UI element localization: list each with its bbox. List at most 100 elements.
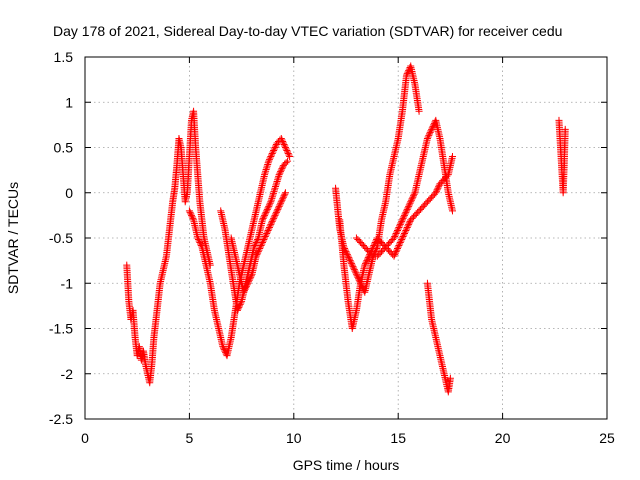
data-point [250,243,258,251]
data-point [396,240,404,248]
data-point [246,275,254,283]
data-point [369,243,377,251]
data-point [404,222,412,230]
data-point [352,269,360,277]
data-point [252,252,260,260]
data-point [267,220,275,228]
x-tick-label: 10 [286,430,302,446]
data-point [391,249,399,257]
data-point [260,213,268,221]
data-point [268,193,276,201]
data-point [241,285,249,293]
data-point [271,211,279,219]
data-point [276,169,284,177]
data-point [400,231,408,239]
data-point [423,134,431,142]
data-point [277,166,285,174]
data-point [390,234,398,242]
x-axis-label: GPS time / hours [293,457,400,473]
y-tick-label: -2.5 [49,411,73,427]
data-point [405,202,413,210]
data-point [279,195,287,203]
data-point [408,195,416,203]
data-point [253,237,261,245]
data-point [403,223,411,231]
data-point [391,232,399,240]
data-point [270,188,278,196]
data-point [270,213,278,221]
data-point [274,174,282,182]
data-point [393,228,401,236]
data-point [392,229,400,237]
data-point [273,207,281,215]
data-point [263,229,271,237]
data-point [277,199,285,207]
data-point [275,172,283,180]
data-point [197,242,205,250]
data-point [271,144,279,151]
data-point [240,287,248,295]
data-point [403,205,411,213]
data-point [347,258,355,266]
data-point [448,153,456,161]
data-point [261,210,269,218]
data-point [405,201,413,209]
data-point [401,210,409,218]
data-point [194,236,202,244]
data-point [264,226,272,234]
data-point [265,156,273,164]
data-point [262,208,270,216]
data-point [236,302,244,310]
x-tick-label: 20 [495,430,511,446]
data-point [394,225,402,233]
data-point [251,242,259,250]
data-point [364,254,372,262]
data-point [277,168,285,176]
data-point [263,228,271,236]
data-point [264,159,272,167]
data-point [278,165,286,173]
data-point [395,242,403,250]
data-point [415,107,423,115]
data-point [280,192,288,200]
data-point [346,257,354,265]
grid [85,57,607,419]
data-point [233,306,241,314]
data-point [261,169,269,177]
data-point [281,144,289,151]
axis-ticks [84,56,608,420]
data-point [237,299,245,307]
data-point [269,216,277,224]
data-point [426,130,434,138]
data-point [350,266,358,274]
data-point [261,171,269,179]
data-point [426,128,434,136]
data-point [271,184,279,192]
data-point [188,213,196,221]
data-point [281,142,289,150]
data-point [259,237,267,245]
data-point [274,176,282,184]
data-point [284,150,292,158]
data-point [283,147,291,155]
data-point [394,226,402,234]
data-point [429,122,437,130]
data-point [397,237,405,245]
data-point [260,236,268,244]
series-arc-a [123,107,214,387]
data-point [272,181,280,189]
data-point [403,225,411,233]
data-point [279,193,287,201]
data-point [396,220,404,228]
data-point [267,198,275,206]
data-point [268,217,276,225]
data-point [220,346,228,354]
data-point [186,208,194,216]
data-point [394,243,402,251]
data-point [396,239,404,247]
series-arc-g [352,116,456,260]
data-point [254,236,262,244]
data-point [194,234,202,242]
data-point [396,222,404,230]
data-point [263,207,271,215]
